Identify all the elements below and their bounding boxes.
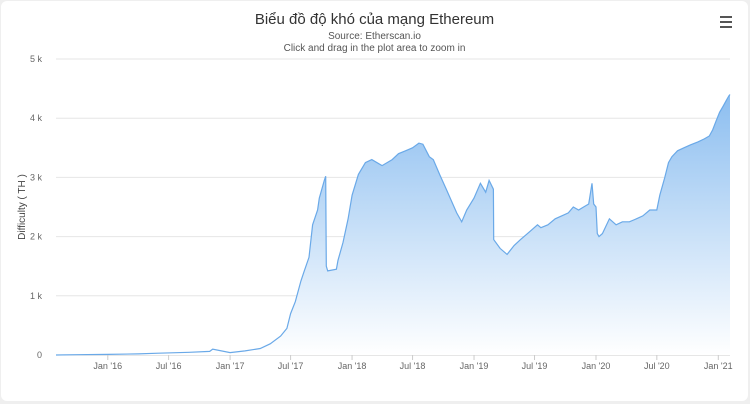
difficulty-area-fill [56, 94, 730, 355]
x-tick-label: Jan '20 [582, 361, 611, 371]
y-tick-label: 4 k [30, 113, 43, 123]
y-tick-label: 3 k [30, 172, 43, 182]
x-tick-label: Jul '19 [522, 361, 548, 371]
hamburger-menu-icon[interactable] [720, 16, 734, 28]
y-axis-title: Difficulty ( TH ) [17, 174, 28, 240]
x-tick-label: Jul '18 [400, 361, 426, 371]
chart-title: Biểu đồ độ khó của mạng Ethereum [254, 11, 495, 28]
plot-area[interactable] [55, 94, 731, 356]
x-tick-label: Jan '19 [460, 361, 489, 371]
x-tick-label: Jan '16 [93, 361, 122, 371]
zoom-hint: Click and drag in the plot area to zoom … [283, 43, 466, 54]
x-tick-label: Jul '17 [278, 361, 304, 371]
x-tick-label: Jan '21 [704, 361, 733, 371]
x-tick-label: Jul '20 [644, 361, 670, 371]
x-tick-label: Jan '18 [338, 361, 367, 371]
x-tick-label: Jan '17 [216, 361, 245, 371]
x-axis: Jan '16 Jul '16 Jan '17 Jul '17 Jan '18 Jul '… [93, 355, 733, 371]
difficulty-line [55, 94, 731, 356]
y-axis: 0 1 k 2 k 3 k 4 k 5 k [30, 54, 43, 360]
y-tick-label: 2 k [30, 232, 43, 242]
x-tick-label: Jul '16 [156, 361, 182, 371]
y-tick-label: 0 [37, 350, 42, 360]
chart-subtitle: Source: Etherscan.io [328, 31, 421, 42]
y-tick-label: 1 k [30, 291, 43, 301]
y-tick-label: 5 k [30, 54, 43, 64]
